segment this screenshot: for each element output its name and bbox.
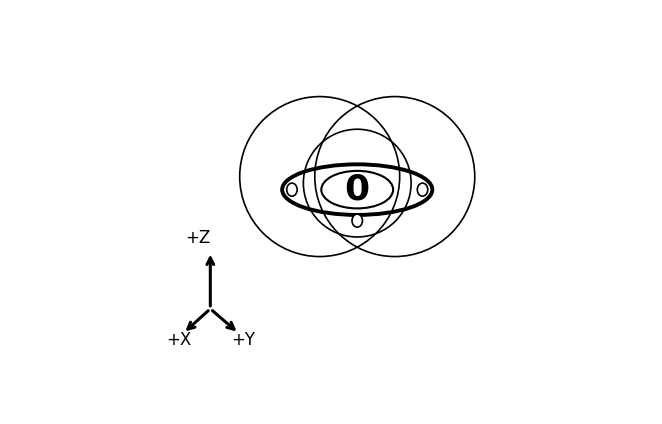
Ellipse shape xyxy=(352,214,363,227)
Text: +X: +X xyxy=(166,331,191,349)
Ellipse shape xyxy=(417,183,428,196)
Text: 0: 0 xyxy=(345,173,370,206)
Text: +Z: +Z xyxy=(185,229,211,247)
Ellipse shape xyxy=(287,183,297,196)
Text: +Y: +Y xyxy=(231,331,255,349)
